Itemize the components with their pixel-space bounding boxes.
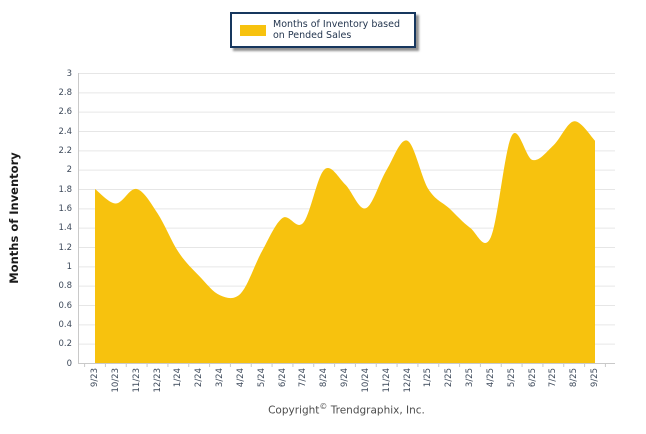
x-tick-label: 8/25 — [569, 368, 580, 388]
y-tick-label: 1.2 — [58, 242, 72, 253]
x-tick-label: 9/23 — [90, 368, 100, 388]
y-tick-label: 2.8 — [58, 87, 72, 98]
chart-legend: Months of Inventory based on Pended Sale… — [230, 12, 416, 48]
x-tick-label: 11/23 — [131, 368, 142, 393]
y-tick-label: 2.2 — [58, 145, 72, 156]
y-tick-label: 2.6 — [58, 107, 72, 118]
x-tick-label: 2/25 — [444, 368, 455, 388]
x-tick-label: 5/24 — [256, 368, 267, 388]
y-tick-label: 2 — [66, 165, 72, 176]
x-tick-label: 6/24 — [277, 368, 288, 388]
legend-label: Months of Inventory based on Pended Sale… — [273, 19, 400, 41]
x-tick-label: 8/24 — [319, 368, 330, 388]
y-tick-label: 3 — [66, 68, 72, 79]
copyright-text: Copyright© Trendgraphix, Inc. — [78, 402, 615, 417]
y-tick-label: 1.6 — [58, 203, 72, 214]
x-tick-label: 10/23 — [110, 368, 121, 393]
x-tick-label: 7/25 — [548, 368, 559, 388]
y-tick-label: 1.4 — [58, 223, 72, 234]
x-tick-label: 12/24 — [402, 368, 413, 393]
copyright-company: Trendgraphix, Inc. — [330, 404, 425, 417]
x-tick-label: 2/24 — [194, 368, 205, 388]
y-tick-label: 0.4 — [58, 319, 72, 330]
y-tick-label: 1.8 — [58, 184, 72, 195]
x-tick-label: 9/25 — [590, 368, 600, 388]
y-tick-label: 0.2 — [58, 339, 72, 350]
area-series — [95, 121, 595, 363]
x-tick-label: 4/25 — [485, 368, 496, 388]
y-tick-label: 0.8 — [58, 281, 72, 292]
x-tick-label: 7/24 — [298, 368, 309, 388]
x-tick-label: 3/24 — [215, 368, 225, 388]
y-tick-label: 1 — [66, 261, 72, 272]
copyright-prefix: Copyright — [268, 404, 320, 417]
x-tick-label: 1/25 — [423, 368, 434, 388]
x-tick-label: 6/25 — [527, 368, 538, 388]
x-tick-label: 11/24 — [381, 368, 392, 393]
copyright-symbol-icon: © — [319, 402, 328, 411]
x-tick-label: 1/24 — [173, 368, 184, 388]
legend-swatch-icon — [240, 24, 266, 36]
y-tick-label: 0 — [66, 358, 72, 369]
x-tick-label: 10/24 — [360, 368, 371, 393]
x-tick-label: 5/25 — [506, 368, 517, 388]
x-tick-label: 3/25 — [465, 368, 475, 388]
y-tick-label: 2.4 — [58, 126, 72, 137]
x-tick-label: 9/24 — [340, 368, 350, 388]
y-tick-label: 0.6 — [58, 300, 72, 311]
x-tick-label: 12/23 — [152, 368, 163, 393]
x-tick-label: 4/24 — [235, 368, 246, 388]
